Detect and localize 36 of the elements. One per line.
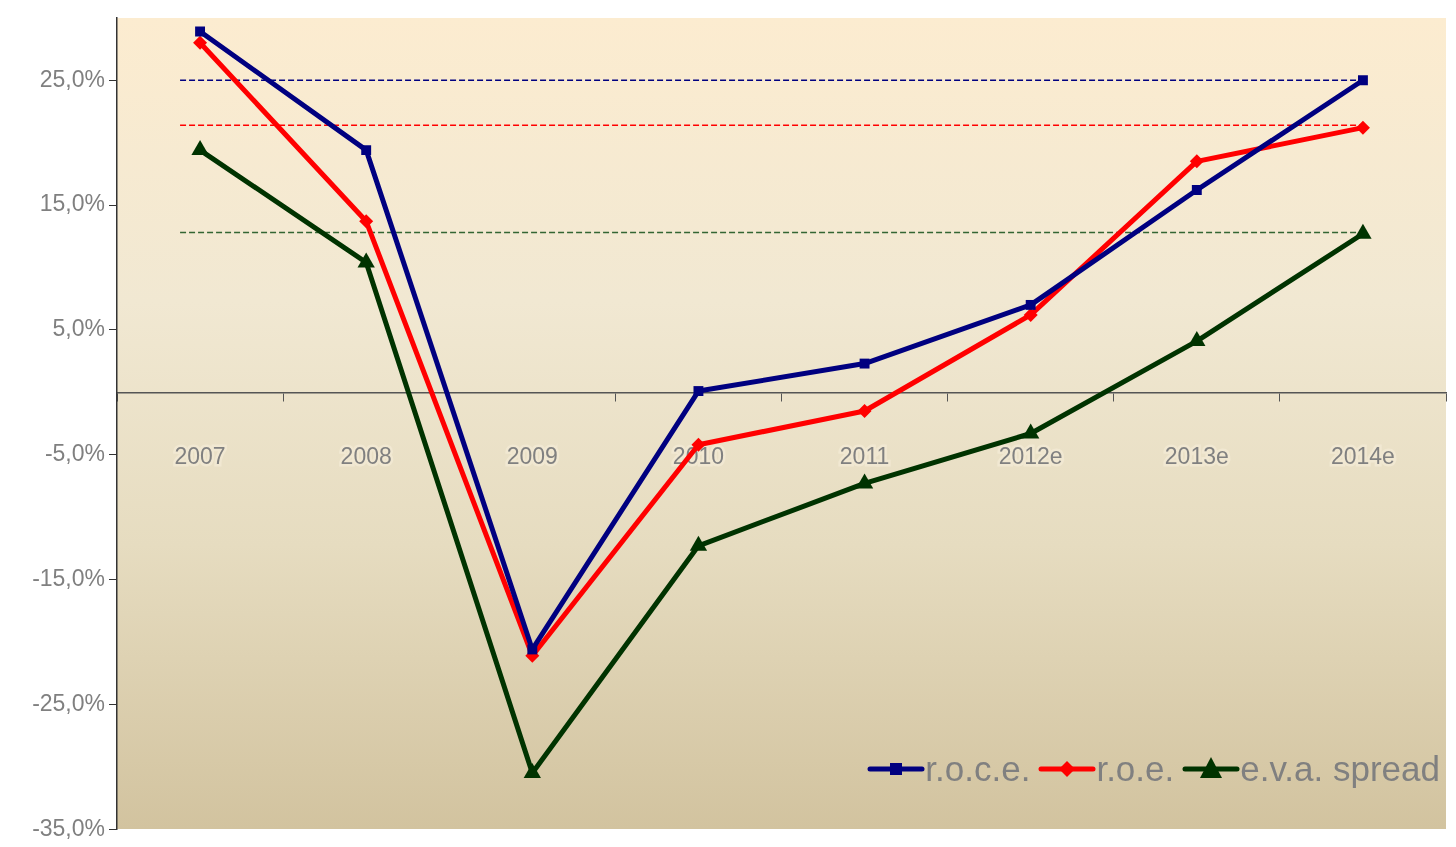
x-tick-label: 2014e: [1330, 443, 1395, 470]
point: [1025, 299, 1036, 310]
legend-label: r.o.c.e.: [925, 749, 1031, 790]
point: [527, 644, 538, 655]
legend-label: r.o.e.: [1096, 749, 1175, 790]
x-tick-label: 2009: [506, 443, 558, 470]
point: [359, 214, 374, 229]
x-tick-label: 2011: [839, 443, 890, 470]
point: [1022, 423, 1040, 439]
point: [195, 26, 206, 37]
legend-label: e.v.a. spread: [1240, 749, 1440, 790]
point: [859, 358, 870, 369]
point: [855, 473, 874, 489]
point: [1189, 154, 1204, 169]
point: [693, 386, 704, 396]
point: [193, 35, 208, 50]
point: [689, 535, 708, 551]
y-tick-label: 15,0%: [39, 190, 105, 217]
x-tick-label: 2007: [174, 443, 226, 470]
point: [857, 404, 872, 419]
y-tick-label: 25,0%: [39, 65, 105, 92]
x-tick-label: 2012e: [998, 443, 1063, 470]
x-tick-label: 2013e: [1164, 443, 1229, 470]
point: [1023, 307, 1038, 322]
y-tick-label: -15,0%: [32, 564, 105, 591]
y-tick-label: -35,0%: [32, 814, 105, 841]
point: [1355, 120, 1370, 135]
x-tick-label: 2008: [340, 443, 392, 470]
point: [361, 145, 372, 156]
point: [1188, 331, 1206, 347]
y-tick-label: -5,0%: [44, 440, 105, 467]
point: [523, 763, 541, 779]
point: [1191, 185, 1202, 196]
y-tick-label: 5,0%: [52, 315, 105, 342]
point: [1357, 75, 1368, 86]
y-tick-label: -25,0%: [32, 689, 105, 716]
